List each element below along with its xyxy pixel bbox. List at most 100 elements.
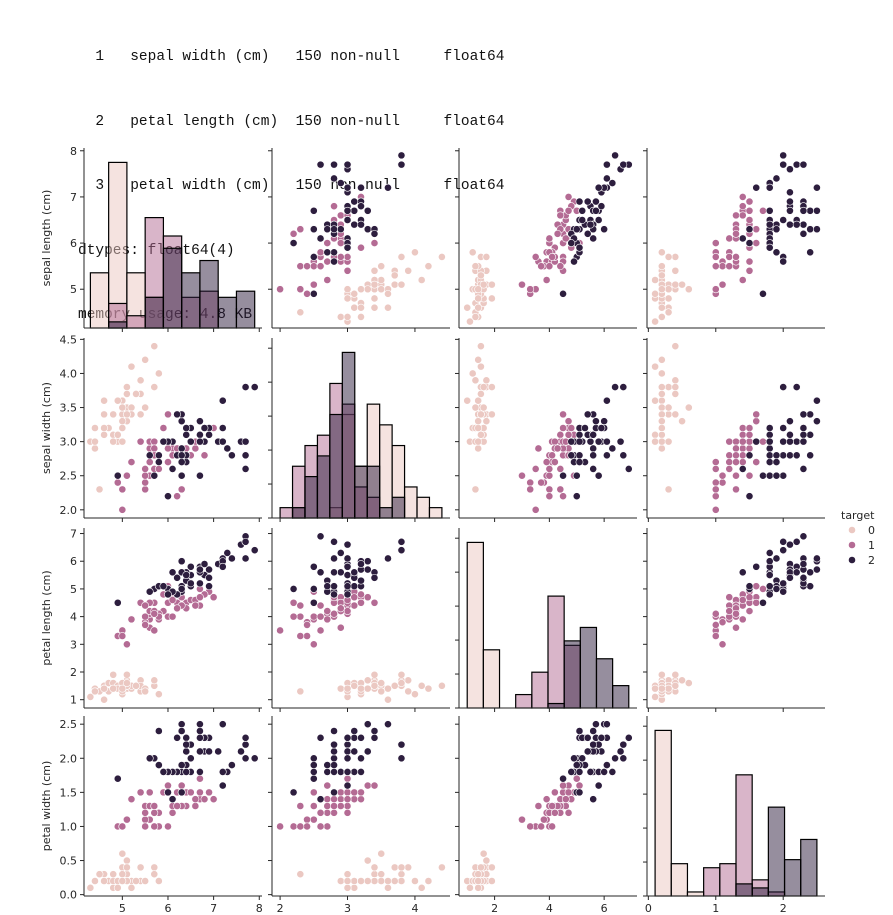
scatter-point-target-2 bbox=[164, 590, 172, 599]
scatter-point-target-2 bbox=[343, 754, 352, 763]
scatter-point-target-2 bbox=[575, 243, 584, 252]
scatter-point-target-0 bbox=[357, 877, 365, 885]
scatter-point-target-0 bbox=[664, 285, 673, 294]
scatter-point-target-2 bbox=[597, 202, 606, 211]
scatter-point-target-2 bbox=[330, 160, 338, 169]
scatter-point-target-1 bbox=[323, 607, 332, 615]
scatter-point-target-0 bbox=[664, 383, 673, 391]
scatter-point-target-0 bbox=[336, 313, 345, 321]
scatter-point-target-2 bbox=[205, 582, 213, 591]
scatter-point-target-2 bbox=[799, 229, 808, 238]
scatter-point-target-2 bbox=[182, 747, 191, 756]
histogram-bar-target-1 bbox=[735, 774, 753, 897]
scatter-point-target-2 bbox=[772, 451, 781, 460]
row-dtype: float64 bbox=[443, 113, 505, 130]
scatter-point-target-1 bbox=[296, 285, 305, 294]
scatter-point-target-2 bbox=[589, 740, 598, 749]
scatter-point-target-2 bbox=[578, 216, 587, 224]
scatter-point-target-1 bbox=[323, 781, 332, 790]
scatter-point-target-1 bbox=[738, 211, 747, 220]
scatter-point-target-0 bbox=[86, 693, 95, 701]
scatter-point-target-1 bbox=[553, 444, 562, 453]
scatter-point-target-0 bbox=[463, 303, 472, 312]
scatter-point-target-1 bbox=[177, 781, 186, 790]
scatter-point-target-2 bbox=[309, 206, 318, 215]
scatter-point-target-2 bbox=[583, 410, 592, 419]
scatter-point-target-0 bbox=[113, 396, 122, 405]
scatter-point-target-0 bbox=[109, 410, 118, 419]
scatter-point-target-2 bbox=[173, 733, 182, 742]
scatter-point-target-0 bbox=[657, 444, 666, 453]
scatter-point-target-2 bbox=[745, 239, 754, 247]
scatter-point-target-1 bbox=[550, 437, 559, 446]
scatter-point-target-2 bbox=[575, 437, 584, 446]
scatter-point-target-0 bbox=[657, 417, 666, 426]
scatter-point-target-2 bbox=[799, 573, 808, 582]
scatter-point-target-1 bbox=[123, 815, 131, 824]
scatter-point-target-2 bbox=[611, 754, 619, 763]
scatter-point-target-0 bbox=[390, 877, 399, 885]
scatter-point-target-0 bbox=[363, 676, 372, 685]
scatter-point-target-0 bbox=[477, 390, 485, 398]
scatter-point-target-0 bbox=[109, 670, 118, 679]
scatter-point-target-2 bbox=[177, 727, 186, 735]
scatter-point-target-0 bbox=[482, 376, 491, 385]
scatter-point-target-2 bbox=[154, 451, 163, 460]
scatter-point-target-2 bbox=[594, 216, 603, 224]
scatter-point-target-1 bbox=[336, 802, 345, 810]
scatter-point-target-2 bbox=[589, 444, 598, 453]
scatter-point-target-1 bbox=[191, 795, 200, 804]
scatter-point-target-2 bbox=[608, 444, 617, 453]
scatter-point-target-2 bbox=[241, 733, 250, 742]
histogram-bar-target-0 bbox=[89, 272, 110, 329]
scatter-point-target-0 bbox=[123, 410, 131, 419]
scatter-point-target-0 bbox=[471, 262, 480, 271]
scatter-point-target-0 bbox=[100, 396, 108, 405]
scatter-point-target-2 bbox=[177, 444, 186, 453]
scatter-point-target-2 bbox=[196, 437, 204, 446]
scatter-point-target-2 bbox=[578, 206, 587, 215]
scatter-point-target-2 bbox=[752, 183, 761, 192]
scatter-point-target-1 bbox=[711, 505, 720, 514]
scatter-point-target-2 bbox=[330, 257, 338, 266]
scatter-point-target-1 bbox=[200, 451, 209, 460]
scatter-point-target-2 bbox=[752, 437, 761, 446]
panel-petal_length-vs-petal_length bbox=[455, 528, 637, 712]
histogram-bar-target-2 bbox=[800, 838, 818, 897]
scatter-point-target-0 bbox=[487, 410, 496, 419]
scatter-point-target-1 bbox=[745, 257, 754, 266]
scatter-point-target-1 bbox=[548, 802, 557, 810]
scatter-point-target-0 bbox=[100, 877, 108, 885]
scatter-point-target-0 bbox=[479, 849, 488, 858]
scatter-point-target-2 bbox=[592, 197, 600, 206]
scatter-point-target-2 bbox=[779, 579, 788, 588]
scatter-point-target-2 bbox=[575, 197, 584, 206]
scatter-point-target-1 bbox=[196, 774, 204, 783]
scatter-point-target-0 bbox=[357, 684, 365, 693]
scatter-point-target-2 bbox=[309, 598, 318, 607]
scatter-point-target-1 bbox=[336, 211, 345, 220]
scatter-point-target-1 bbox=[559, 492, 567, 501]
scatter-point-target-2 bbox=[806, 248, 815, 257]
scatter-point-target-1 bbox=[548, 822, 557, 831]
scatter-point-target-1 bbox=[141, 601, 150, 610]
scatter-point-target-1 bbox=[732, 229, 740, 238]
scatter-point-target-0 bbox=[657, 383, 666, 391]
scatter-point-target-0 bbox=[343, 285, 352, 294]
scatter-point-target-2 bbox=[799, 410, 808, 419]
scatter-point-target-0 bbox=[657, 262, 666, 271]
scatter-point-target-1 bbox=[276, 285, 284, 294]
scatter-point-target-0 bbox=[417, 681, 426, 690]
scatter-point-target-2 bbox=[182, 733, 191, 742]
scatter-point-target-0 bbox=[664, 410, 673, 419]
scatter-point-target-0 bbox=[100, 430, 108, 439]
scatter-point-target-2 bbox=[765, 243, 774, 252]
histogram-bar-target-2 bbox=[595, 658, 614, 709]
scatter-point-target-0 bbox=[123, 390, 131, 398]
scatter-point-target-1 bbox=[145, 788, 154, 797]
histogram-bar-target-2 bbox=[735, 883, 753, 897]
scatter-point-target-1 bbox=[759, 437, 767, 446]
scatter-point-target-1 bbox=[303, 815, 311, 824]
histogram-bar-target-0 bbox=[686, 891, 705, 897]
scatter-point-target-2 bbox=[323, 225, 332, 234]
